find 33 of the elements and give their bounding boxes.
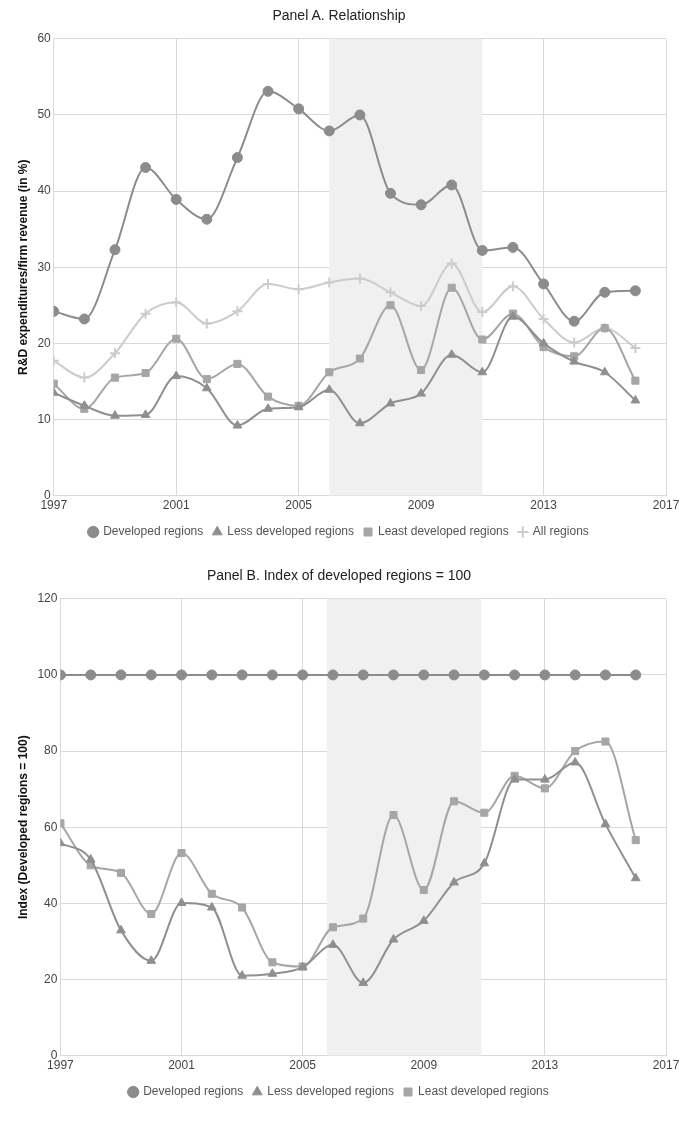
y-tick-label: 40 bbox=[44, 895, 58, 910]
y-tick-label: 80 bbox=[44, 743, 58, 758]
chart-title: Panel A. Relationship bbox=[272, 7, 406, 24]
y-tick-label: 120 bbox=[37, 591, 58, 606]
legend-label: Developed regions bbox=[103, 524, 204, 539]
y-tick-label: 10 bbox=[37, 411, 52, 426]
legend-label: Developed regions bbox=[143, 1084, 244, 1099]
y-tick-label: 60 bbox=[37, 31, 52, 46]
y-tick-label: 40 bbox=[37, 183, 52, 198]
x-tick-label: 2005 bbox=[289, 1058, 317, 1073]
y-axis-title: Index (Developed regions = 100) bbox=[15, 735, 30, 920]
y-tick-label: 20 bbox=[37, 335, 52, 350]
x-tick-label: 2001 bbox=[162, 498, 190, 513]
legend-label: Less developed regions bbox=[267, 1084, 395, 1099]
legend-label: Least developed regions bbox=[418, 1084, 549, 1099]
legend-label: Least developed regions bbox=[378, 524, 509, 539]
x-tick-label: 2013 bbox=[531, 1058, 559, 1073]
x-tick-label: 2017 bbox=[652, 498, 680, 513]
legend-label: All regions bbox=[532, 524, 589, 539]
y-axis-title: R&D expenditures/firm revenue (in %) bbox=[15, 159, 30, 375]
y-tick-label: 100 bbox=[37, 667, 58, 682]
chart-title: Panel B. Index of developed regions = 100 bbox=[206, 567, 472, 584]
y-tick-label: 60 bbox=[44, 819, 58, 834]
x-tick-label: 2013 bbox=[530, 498, 558, 513]
y-tick-label: 30 bbox=[37, 259, 52, 274]
legend-label: Less developed regions bbox=[227, 524, 355, 539]
x-tick-label: 2009 bbox=[407, 498, 435, 513]
x-tick-label: 2001 bbox=[168, 1058, 196, 1073]
x-tick-label: 2005 bbox=[285, 498, 313, 513]
x-tick-label: 2017 bbox=[652, 1058, 680, 1073]
y-tick-label: 20 bbox=[44, 971, 58, 986]
x-tick-label: 2009 bbox=[410, 1058, 438, 1073]
y-tick-label: 50 bbox=[37, 107, 52, 122]
